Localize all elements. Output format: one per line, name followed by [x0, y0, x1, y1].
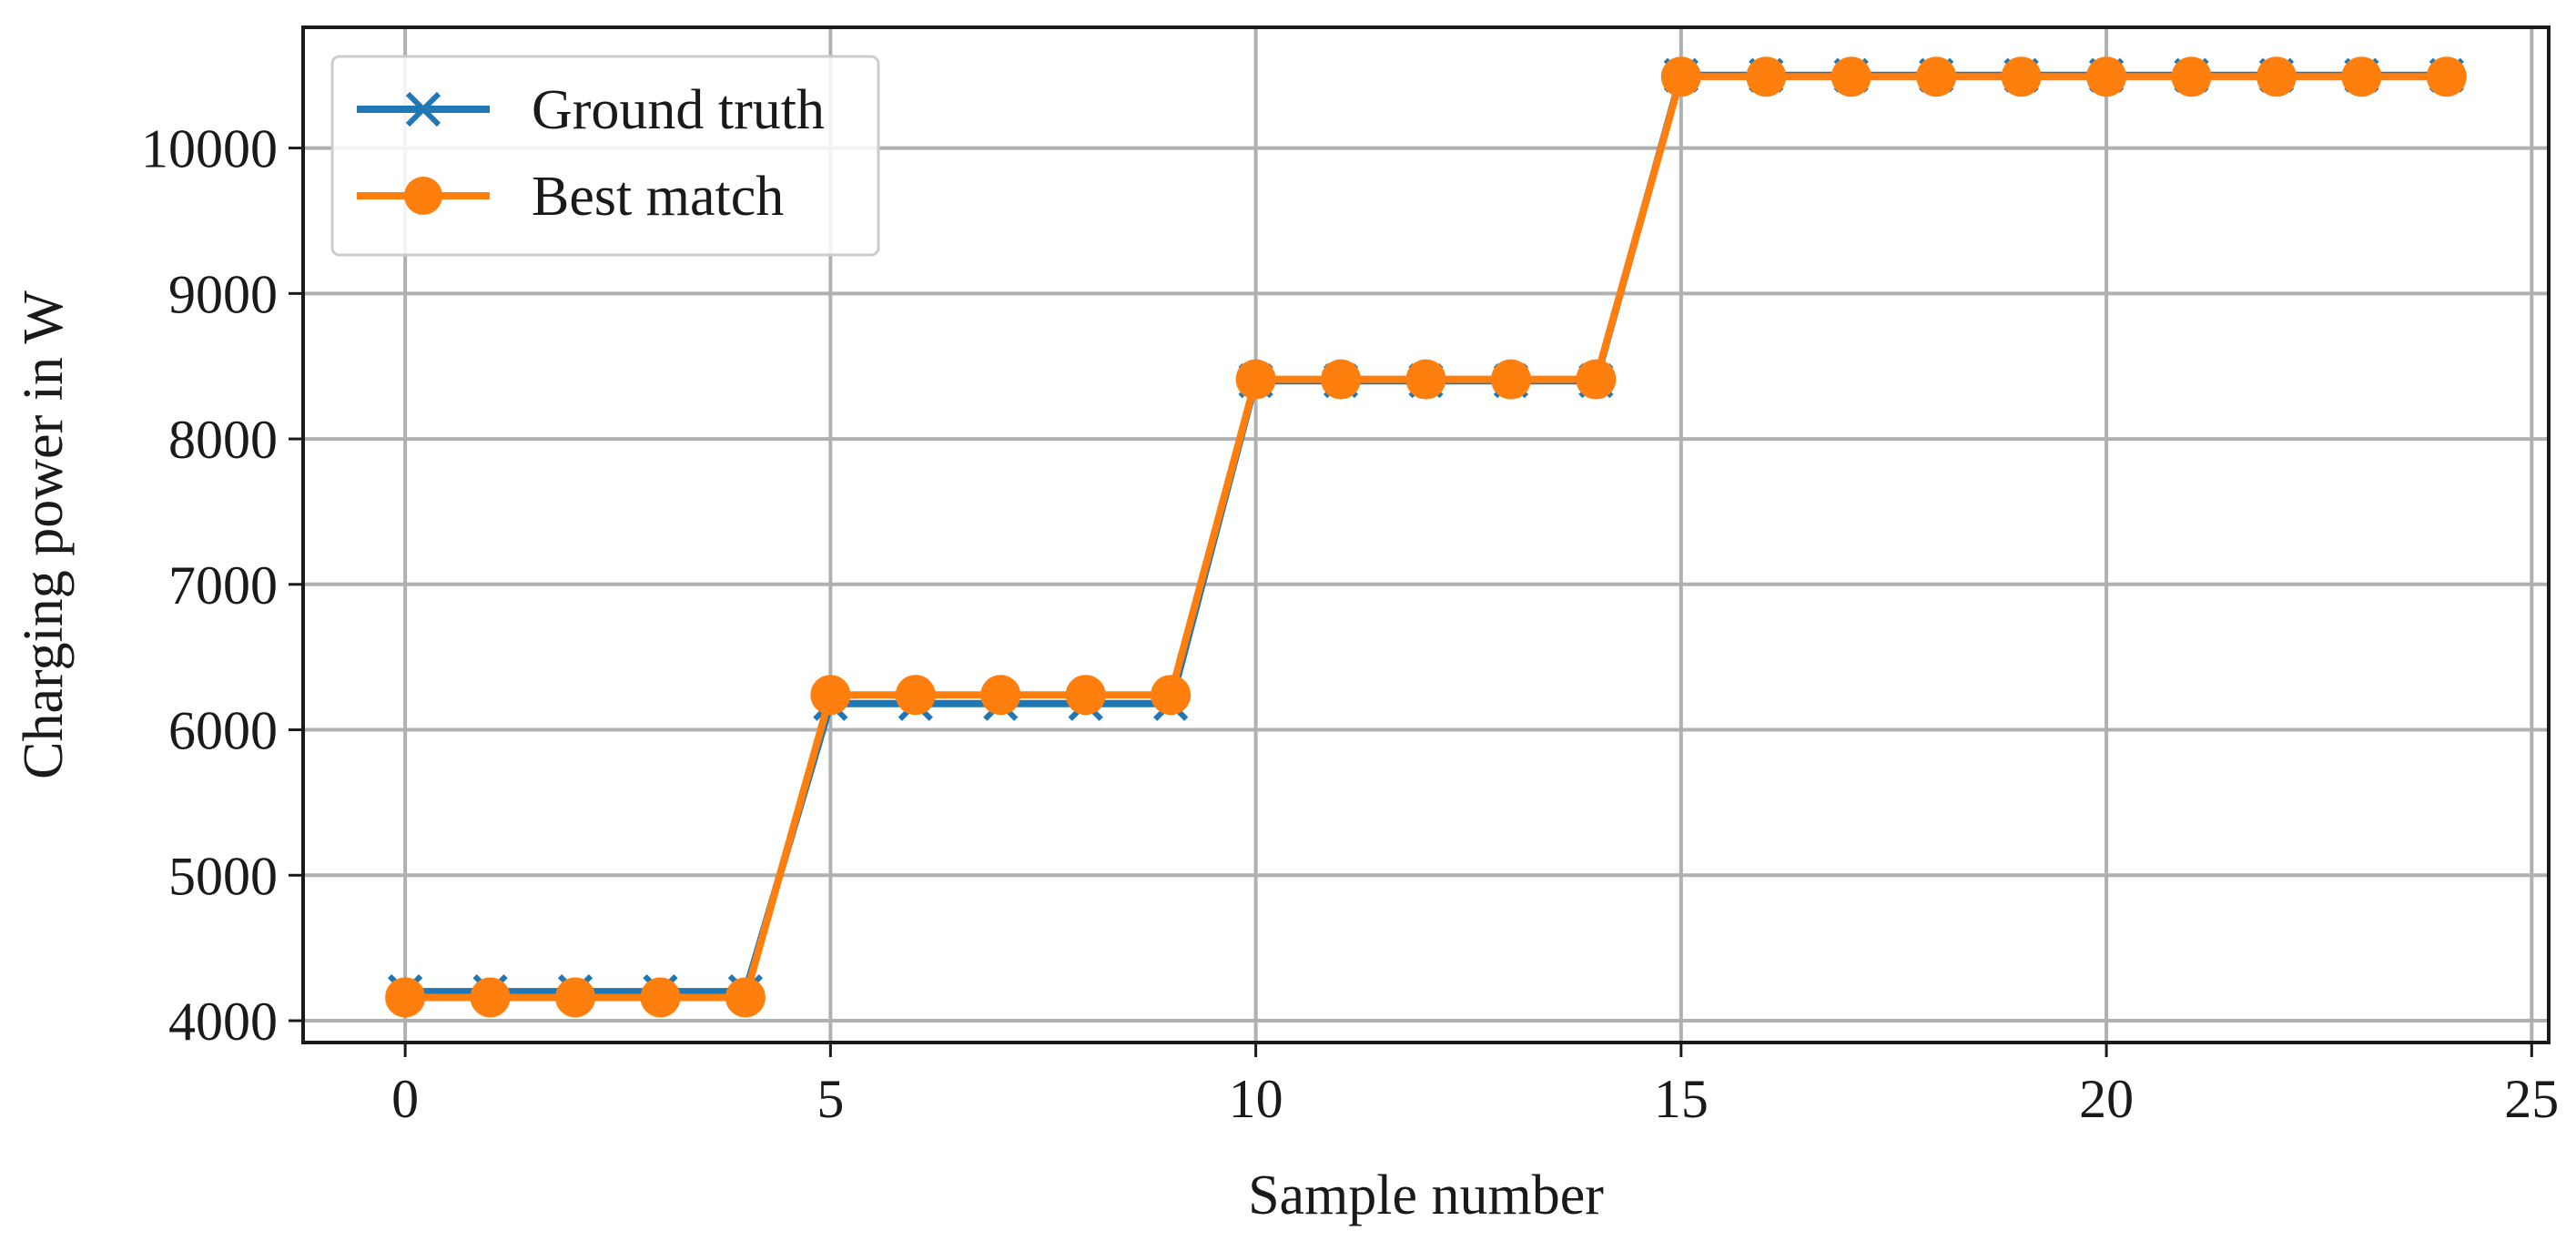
- data-point-1-6: [895, 675, 936, 716]
- data-point-1-7: [980, 675, 1021, 716]
- series-1: [385, 56, 2467, 1018]
- legend-label-best-match: Best match: [532, 166, 784, 228]
- y-tick-label-10000: 10000: [141, 119, 278, 179]
- y-tick-label-8000: 8000: [168, 410, 278, 470]
- x-axis-label: Sample number: [1248, 1165, 1604, 1226]
- x-tick-label-15: 15: [1654, 1069, 1709, 1129]
- data-point-1-18: [1916, 56, 1957, 97]
- data-point-1-0: [385, 977, 426, 1018]
- x-tick-label-10: 10: [1229, 1069, 1283, 1129]
- x-tick-label-20: 20: [2079, 1069, 2134, 1129]
- data-point-1-5: [810, 675, 851, 716]
- y-tick-label-6000: 6000: [168, 701, 278, 761]
- data-point-1-12: [1405, 359, 1446, 400]
- x-tick-label-5: 5: [816, 1069, 844, 1129]
- y-tick-label-7000: 7000: [168, 555, 278, 615]
- legend-entry-best-match: Best match: [357, 166, 784, 228]
- y-axis-label: Charging power in W: [13, 290, 75, 779]
- x-tick-label-25: 25: [2504, 1069, 2559, 1129]
- data-point-1-22: [2256, 56, 2297, 97]
- legend-entry-ground-truth: Ground truth: [357, 79, 825, 141]
- legend-marker-0: [405, 91, 441, 127]
- data-point-1-1: [470, 977, 511, 1018]
- data-point-1-16: [1746, 56, 1787, 97]
- y-tick-label-4000: 4000: [168, 992, 278, 1052]
- data-point-1-10: [1235, 359, 1276, 400]
- data-point-1-21: [2171, 56, 2212, 97]
- grid-lines: [303, 27, 2549, 1043]
- data-point-1-19: [2001, 56, 2042, 97]
- plot-frame: [301, 25, 2551, 1044]
- data-point-1-9: [1151, 675, 1192, 716]
- data-point-1-13: [1490, 359, 1531, 400]
- data-point-1-20: [2086, 56, 2127, 97]
- data-series: [385, 56, 2467, 1018]
- y-tick-label-9000: 9000: [168, 264, 278, 324]
- data-point-1-2: [555, 977, 596, 1018]
- data-point-1-15: [1660, 56, 1701, 97]
- data-point-1-14: [1576, 359, 1617, 400]
- data-point-1-8: [1065, 675, 1106, 716]
- data-point-1-11: [1321, 359, 1362, 400]
- legend-marker-1: [404, 177, 442, 215]
- x-tick-label-0: 0: [391, 1069, 419, 1129]
- data-point-1-17: [1831, 56, 1871, 97]
- legend: Ground truth Best match: [330, 55, 880, 257]
- data-point-1-3: [640, 977, 681, 1018]
- legend-label-ground-truth: Ground truth: [532, 79, 825, 141]
- data-point-1-24: [2426, 56, 2467, 97]
- data-point-1-23: [2341, 56, 2382, 97]
- data-point-1-4: [725, 977, 766, 1018]
- y-tick-label-5000: 5000: [168, 846, 278, 906]
- axis-ticks: 0 5 10 15 20 25 4000 5000 6000 7000 8000 9000 10000: [141, 119, 2559, 1129]
